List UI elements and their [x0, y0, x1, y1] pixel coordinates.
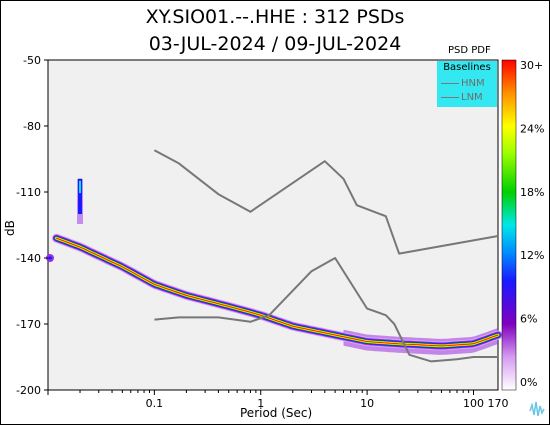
- noise-model-hnm: [153, 149, 499, 255]
- colorbar-ticks: 30+ 24% 18% 12% 6% 0%: [520, 59, 544, 389]
- x-tick-label: 100: [463, 397, 484, 410]
- legend-title: Baselines: [443, 62, 491, 73]
- plot-area: [47, 59, 499, 391]
- y-tick-label: -80: [23, 120, 41, 133]
- legend-label-lnm: LNM: [461, 92, 483, 103]
- colorbar-tick-label: 6%: [520, 313, 537, 326]
- colorbar-tick-label: 18%: [520, 186, 544, 199]
- chart-title: XY.SIO01.--.HHE : 312 PSDs: [145, 6, 405, 28]
- baselines-legend: Baselines HNM LNM: [437, 61, 497, 107]
- lnm-swatch: [441, 97, 459, 98]
- chart-date-range: 03-JUL-2024 / 09-JUL-2024: [148, 33, 402, 55]
- y-tick-label: -140: [16, 252, 41, 265]
- y-axis: -50 -80 -110 -140 -170 -200: [16, 54, 48, 397]
- colorbar-tick-label: 30+: [520, 59, 543, 72]
- x-tick-label: 10: [360, 397, 374, 410]
- colorbar-title: PSD PDF: [448, 45, 491, 56]
- x-tick-label: 170: [488, 397, 509, 410]
- legend-item-hnm: HNM: [441, 78, 485, 89]
- colorbar: [501, 59, 517, 391]
- colorbar-tick-label: 24%: [520, 122, 544, 135]
- noise-model-lnm: [154, 257, 498, 363]
- noise-model-layer: [153, 149, 499, 363]
- x-axis: 0.1 1 10 100 170: [47, 390, 509, 410]
- pdf-spike-core: [79, 180, 82, 194]
- pdf-edge-core: [48, 256, 52, 260]
- colorbar-tick-label: 0%: [520, 376, 537, 389]
- pdf-spike-blue: [78, 178, 83, 214]
- x-axis-label: Period (Sec): [240, 406, 312, 420]
- legend-label-hnm: HNM: [461, 78, 485, 89]
- legend-item-lnm: LNM: [441, 92, 483, 103]
- y-tick-label: -50: [23, 54, 41, 67]
- pdf-density-layer: [46, 178, 503, 355]
- logo-icon: [529, 401, 545, 417]
- y-tick-label: -110: [16, 186, 41, 199]
- y-tick-label: -200: [16, 384, 41, 397]
- y-tick-label: -170: [16, 318, 41, 331]
- y-axis-label: dB: [3, 220, 17, 236]
- hnm-swatch: [441, 83, 459, 84]
- colorbar-tick-label: 12%: [520, 249, 544, 262]
- pdf-band-red: [55, 237, 499, 347]
- x-tick-label: 1: [257, 397, 264, 410]
- x-tick-label: 0.1: [146, 397, 164, 410]
